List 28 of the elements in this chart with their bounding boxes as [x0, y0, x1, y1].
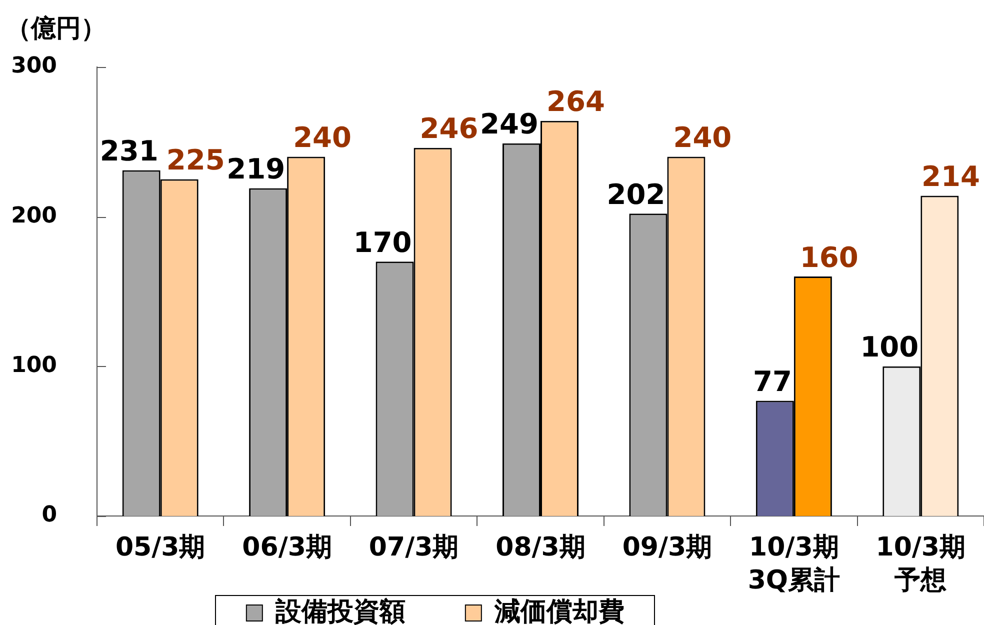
y-tick-label: 100 — [11, 353, 57, 378]
data-label: 100 — [860, 330, 919, 364]
data-label: 77 — [752, 365, 792, 398]
data-label: 225 — [166, 144, 225, 177]
data-label: 202 — [606, 178, 666, 211]
x-tick-label: 05/3期 — [115, 532, 206, 562]
x-tick-label: 09/3期 — [622, 532, 712, 562]
data-label: 219 — [226, 152, 286, 186]
data-label: 160 — [800, 240, 858, 274]
data-label: 264 — [546, 85, 605, 118]
y-tick-label: 300 — [11, 54, 57, 79]
legend-label: 減価償却費 — [493, 596, 624, 625]
data-label: 231 — [100, 134, 158, 168]
data-label: 249 — [480, 108, 539, 141]
y-tick-label: 200 — [11, 203, 57, 228]
y-tick-label: 0 — [42, 502, 57, 528]
data-label: 170 — [353, 226, 412, 259]
data-label: 240 — [673, 121, 732, 154]
x-tick-label: 08/3期 — [496, 532, 586, 562]
x-tick-label: 10/3期3Q累計 — [748, 532, 840, 596]
data-label: 214 — [922, 160, 980, 193]
data-label: 246 — [420, 112, 478, 146]
y-axis-title: （億円） — [6, 14, 106, 42]
x-tick-label: 07/3期 — [368, 532, 459, 562]
data-label: 240 — [293, 121, 352, 154]
x-tick-label: 10/3期予想 — [876, 532, 966, 596]
legend-label: 設備投資額 — [274, 596, 406, 625]
x-tick-label: 06/3期 — [242, 532, 332, 562]
